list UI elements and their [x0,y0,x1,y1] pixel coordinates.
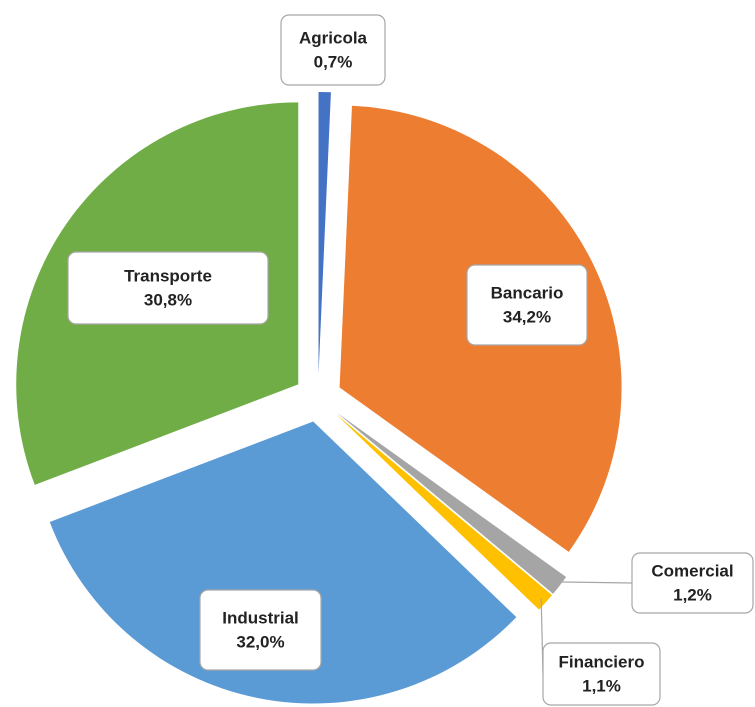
pie-slice [336,412,567,594]
category-label: Financiero [559,652,645,671]
label-box [542,642,661,706]
value-label: 0,7% [314,52,353,71]
value-label: 34,2% [503,307,551,326]
category-label: Agricola [299,28,368,47]
category-label: Comercial [651,561,733,580]
label-box [631,552,754,614]
leader-line [555,581,633,584]
category-label: Bancario [491,283,564,302]
category-label: Industrial [222,608,299,627]
value-label: 1,1% [582,676,621,695]
label-box [466,264,588,346]
label-box [280,14,386,86]
label-box [67,251,269,325]
pie-slice [318,92,331,375]
category-label: Transporte [124,266,212,285]
value-label: 1,2% [673,585,712,604]
value-label: 32,0% [236,632,284,651]
value-label: 30,8% [144,290,192,309]
pie-slice [49,421,517,704]
label-box [199,589,322,671]
pie-slice [335,414,553,610]
